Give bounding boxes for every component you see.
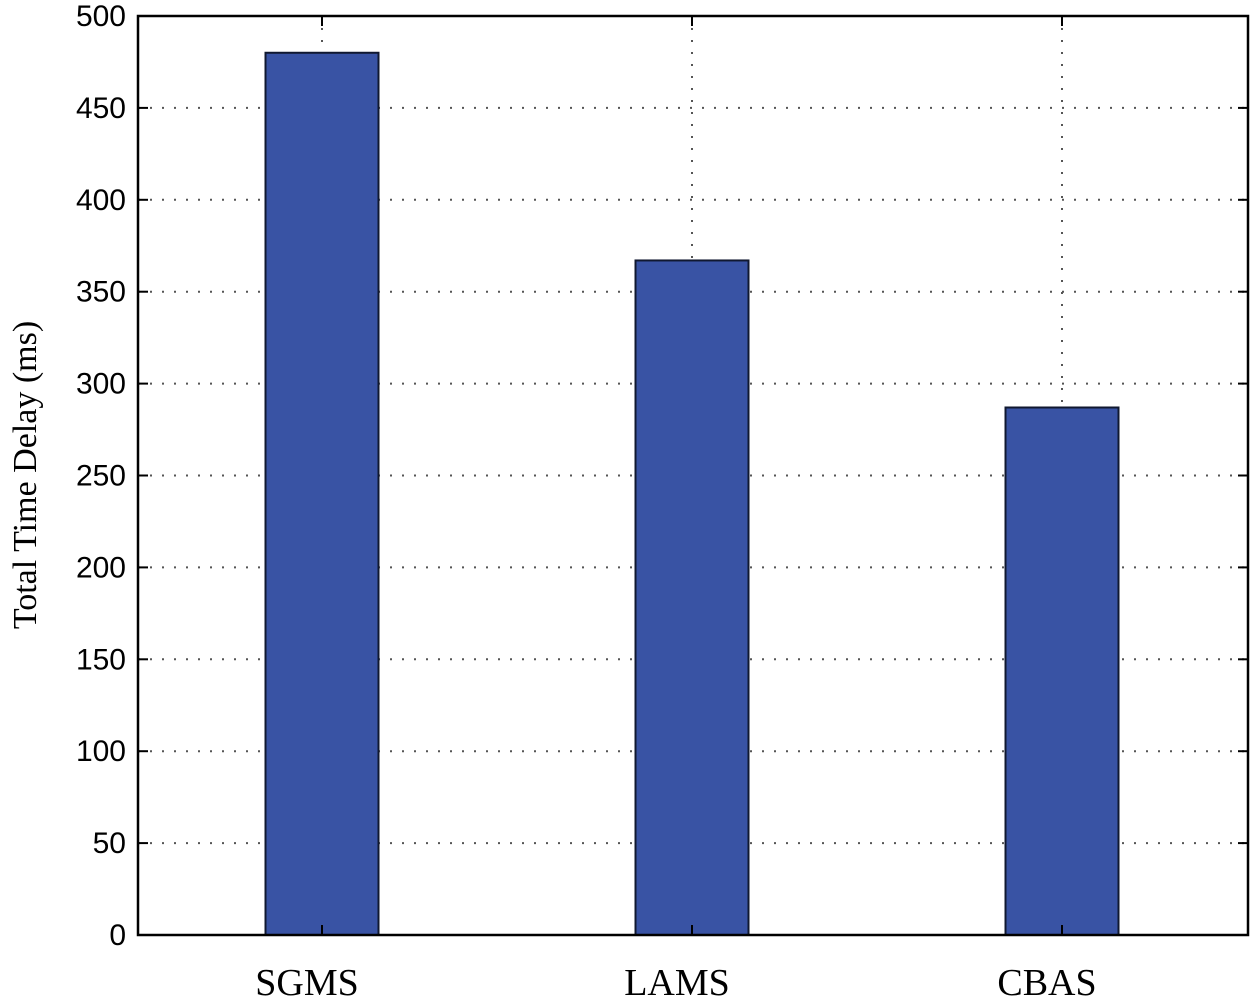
- y-tick-label: 50: [93, 827, 126, 860]
- ticks-layer: [138, 15, 1248, 936]
- y-tick-label: 300: [76, 368, 126, 401]
- y-tick-label: 350: [76, 276, 126, 309]
- bar-cbas: [1004, 406, 1120, 936]
- y-tick-label: 200: [76, 551, 126, 584]
- y-tick-label: 100: [76, 735, 126, 768]
- bars-layer: [264, 51, 1120, 937]
- x-tick-labels: SGMS LAMS CBAS: [255, 962, 1096, 1000]
- y-tick-label: 150: [76, 643, 126, 676]
- x-tick-label: LAMS: [624, 962, 730, 1000]
- bar-sgms: [264, 51, 380, 936]
- y-tick-label: 0: [109, 919, 126, 952]
- y-tick-label: 400: [76, 184, 126, 217]
- y-tick-label: 500: [76, 0, 126, 33]
- y-tick-labels: 0 50 100 150 200 250 300 350 400 450 500: [76, 0, 126, 952]
- y-tick-label: 250: [76, 460, 126, 493]
- y-axis-label: Total Time Delay (ms): [7, 321, 44, 629]
- y-tick-label: 450: [76, 92, 126, 125]
- x-tick-label: CBAS: [997, 962, 1096, 1000]
- bar-lams: [634, 259, 750, 937]
- x-tick-label: SGMS: [255, 962, 359, 1000]
